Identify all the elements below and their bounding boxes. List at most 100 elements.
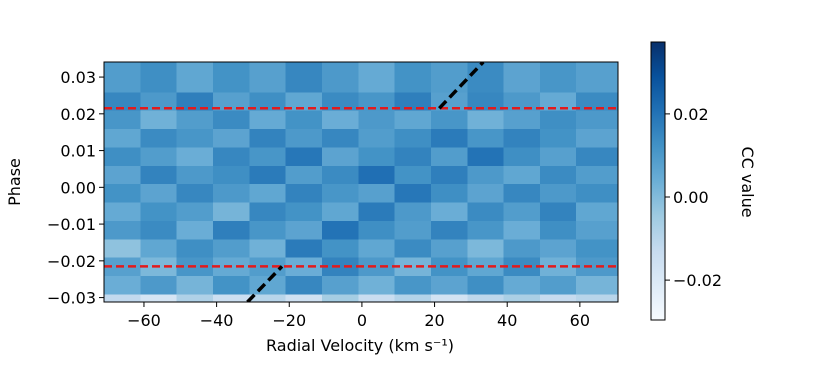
- heat-cell: [140, 128, 178, 148]
- heat-cell: [576, 165, 618, 185]
- heat-cell: [321, 146, 359, 166]
- heat-cell: [212, 275, 250, 295]
- heat-cell: [140, 202, 178, 221]
- heat-cell: [430, 293, 468, 302]
- heat-cell: [358, 165, 396, 185]
- heat-cell: [176, 110, 214, 130]
- heat-cell: [358, 257, 396, 277]
- heat-cell: [430, 202, 468, 221]
- heat-cell: [576, 220, 618, 240]
- heat-cell: [394, 165, 432, 185]
- heat-cell: [285, 275, 323, 295]
- heat-cell: [321, 183, 359, 203]
- heat-cell: [321, 62, 359, 93]
- heat-cell: [358, 275, 396, 295]
- heat-cell: [249, 183, 287, 203]
- heat-cell: [321, 275, 359, 295]
- heat-cell: [430, 91, 468, 111]
- heat-cell: [212, 165, 250, 185]
- heat-cell: [104, 220, 141, 240]
- heat-cell: [285, 238, 323, 258]
- heat-cell: [212, 62, 250, 93]
- heat-cell: [321, 91, 359, 111]
- heat-cell: [358, 128, 396, 148]
- heat-cell: [176, 275, 214, 295]
- heat-cell: [212, 220, 250, 240]
- heat-cell: [430, 110, 468, 130]
- heat-cell: [430, 183, 468, 203]
- heat-cell: [285, 128, 323, 148]
- heat-cell: [104, 110, 141, 130]
- heat-cell: [212, 110, 250, 130]
- heat-cell: [394, 183, 432, 203]
- heat-cell: [176, 183, 214, 203]
- heat-cell: [467, 275, 505, 295]
- heat-cell: [358, 238, 396, 258]
- colorbar-tick-label: 0.02: [673, 105, 709, 124]
- heat-cell: [503, 128, 541, 148]
- heat-cell: [249, 62, 287, 93]
- heat-cell: [104, 165, 141, 185]
- heat-cell: [394, 293, 432, 302]
- heat-cell: [539, 202, 577, 221]
- heat-cell: [104, 183, 141, 203]
- heat-cell: [539, 146, 577, 166]
- heat-cell: [140, 183, 178, 203]
- heat-cell: [394, 146, 432, 166]
- heat-cell: [321, 238, 359, 258]
- heat-cell: [539, 220, 577, 240]
- heat-cell: [176, 202, 214, 221]
- heat-cell: [321, 165, 359, 185]
- heat-cell: [430, 128, 468, 148]
- heat-cell: [394, 202, 432, 221]
- x-tick-label: 20: [424, 311, 444, 330]
- heat-cell: [358, 62, 396, 93]
- colorbar-tick-label: −0.02: [673, 271, 722, 290]
- heat-cell: [503, 146, 541, 166]
- heat-cell: [539, 165, 577, 185]
- heat-cell: [503, 91, 541, 111]
- heat-cell: [539, 128, 577, 148]
- heat-cell: [394, 91, 432, 111]
- heat-cell: [321, 202, 359, 221]
- heat-cell: [176, 293, 214, 302]
- x-tick-label: −20: [272, 311, 306, 330]
- heat-cell: [576, 202, 618, 221]
- heat-cell: [503, 165, 541, 185]
- heat-cell: [394, 220, 432, 240]
- heat-cell: [430, 220, 468, 240]
- heat-cell: [104, 293, 141, 302]
- heat-cell: [176, 220, 214, 240]
- heat-cell: [539, 257, 577, 277]
- heat-cell: [285, 110, 323, 130]
- heat-cell: [285, 220, 323, 240]
- heat-cell: [430, 62, 468, 93]
- heat-cell: [467, 110, 505, 130]
- heat-cell: [321, 257, 359, 277]
- heat-cell: [467, 62, 505, 93]
- heat-cell: [249, 275, 287, 295]
- heat-cell: [321, 293, 359, 302]
- heat-cell: [430, 238, 468, 258]
- heat-cell: [321, 128, 359, 148]
- heat-cell: [140, 110, 178, 130]
- heat-cell: [576, 62, 618, 93]
- x-tick-label: 0: [357, 311, 367, 330]
- heat-cell: [539, 91, 577, 111]
- heat-cell: [285, 183, 323, 203]
- heat-cell: [249, 220, 287, 240]
- heat-cell: [539, 110, 577, 130]
- heat-cell: [249, 128, 287, 148]
- heat-cell: [176, 128, 214, 148]
- y-tick-label: 0.00: [60, 178, 96, 197]
- heat-cell: [467, 220, 505, 240]
- heat-cell: [104, 128, 141, 148]
- heat-cell: [249, 91, 287, 111]
- heat-cell: [430, 275, 468, 295]
- heat-cell: [249, 165, 287, 185]
- heat-cell: [467, 238, 505, 258]
- heat-cell: [176, 238, 214, 258]
- x-axis-label: Radial Velocity (km s⁻¹): [266, 336, 454, 355]
- heat-cell: [358, 146, 396, 166]
